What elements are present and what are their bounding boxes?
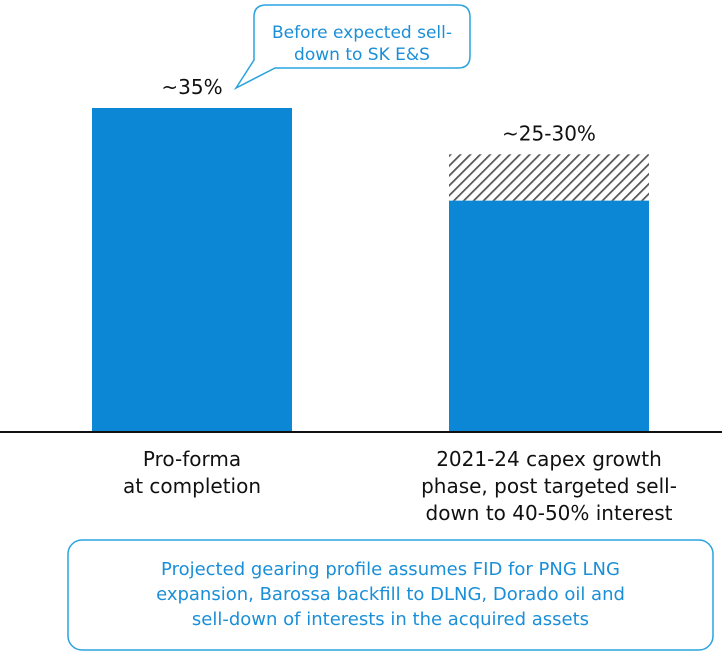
callout-box (233, 4, 471, 90)
bar-segment-hatched (449, 154, 649, 201)
callout-text: Before expected sell- down to SK E&S (271, 23, 453, 65)
footnote-text: Projected gearing profile assumes FID fo… (156, 559, 625, 630)
bar-label: ~25-30% (502, 121, 596, 145)
x-tick-label: 2021-24 capex growth phase, post targete… (421, 447, 677, 525)
footnote-box (67, 539, 714, 651)
bar (92, 108, 292, 432)
bar-label: ~35% (161, 75, 222, 99)
bar (449, 200, 649, 432)
x-tick-label: Pro-forma at completion (122, 447, 262, 498)
